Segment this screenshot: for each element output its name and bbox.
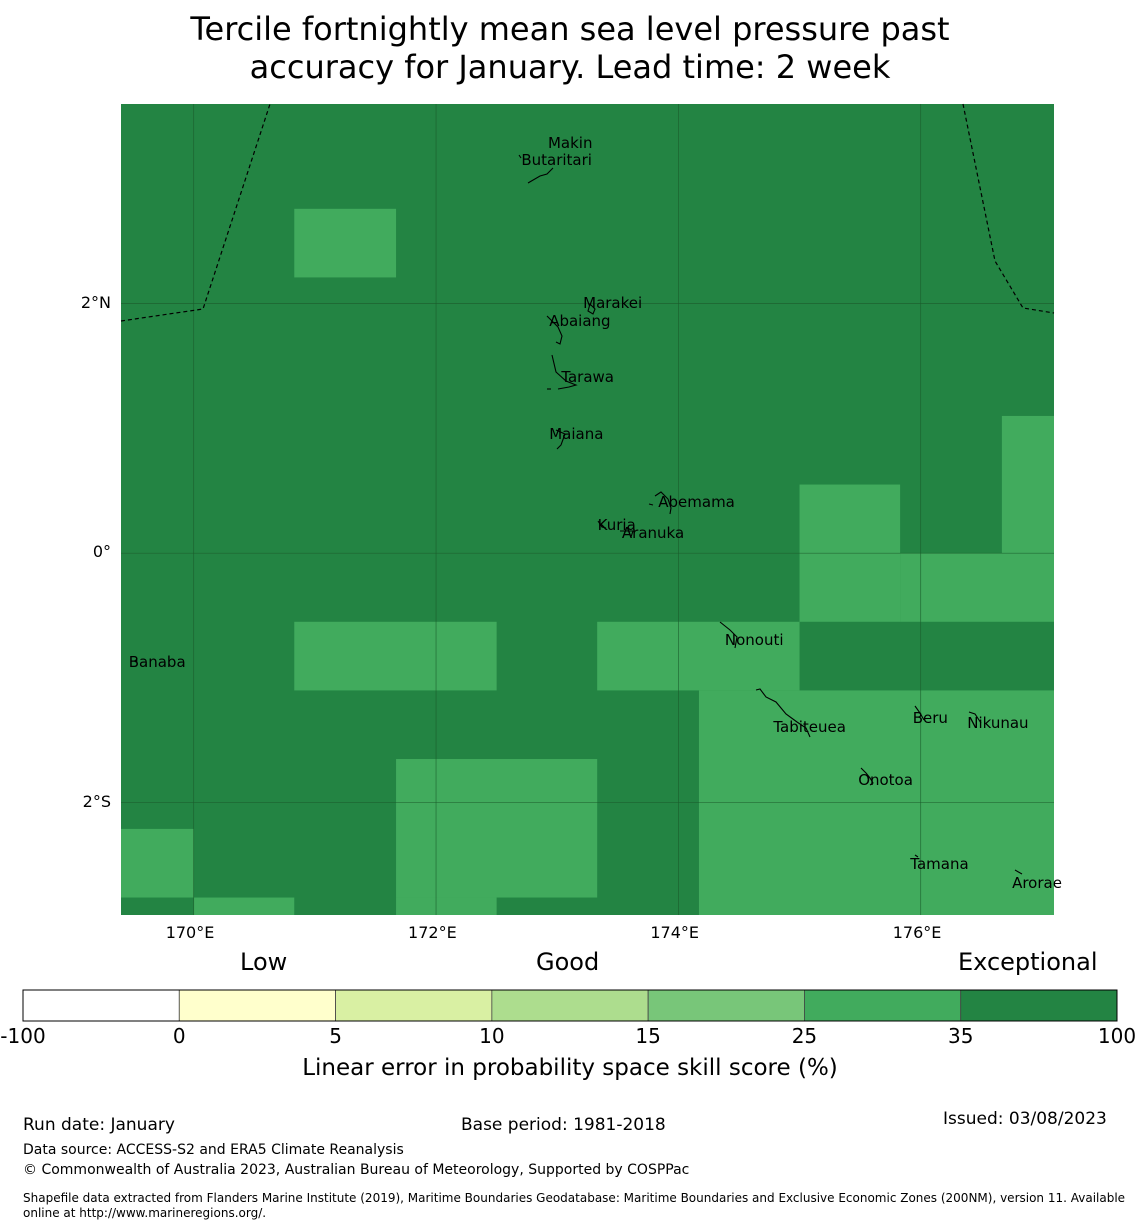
chart-title: Tercile fortnightly mean sea level press… [0, 10, 1140, 86]
island-label-tarawa: Tarawa [561, 368, 615, 387]
island-label-kuria: Kuria [597, 515, 636, 534]
y-tick-label--2: 2°S [82, 791, 111, 811]
colorbar-segment-6 [960, 989, 1118, 1022]
island-label-makin: Makin [547, 133, 593, 152]
island-label-abemama: Abemama [658, 493, 735, 512]
island-outline-banaba [134, 659, 138, 663]
island-outline-3 [546, 315, 563, 345]
colorbar-segment-0 [22, 989, 180, 1022]
x-tick-label-174: 174°E [650, 923, 700, 942]
colorbar-segment-1 [178, 989, 336, 1022]
colorbar-segment-2 [335, 989, 493, 1022]
colorbar-tick-5: 25 [791, 1024, 818, 1048]
island-outline-1 [527, 167, 554, 184]
title-line-2: accuracy for January. Lead time: 2 week [249, 48, 891, 86]
island-outline-10 [620, 530, 634, 538]
island-label-marakei: Marakei [583, 293, 643, 312]
island-outline-15 [860, 767, 874, 786]
copyright: © Commonwealth of Australia 2023, Austra… [23, 1162, 690, 1178]
skill-cell-5 [597, 621, 800, 691]
island-label-tamana: Tamana [910, 855, 969, 874]
colorbar-frame [22, 989, 1118, 1022]
colorbar-word-exceptional: Exceptional [958, 948, 1098, 976]
colorbar-tick-4: 15 [635, 1024, 661, 1048]
island-label-butaritari: Butaritari [521, 151, 592, 170]
island-outline-11 [719, 621, 738, 649]
x-tick-label-170: 170°E [165, 923, 215, 942]
skill-cell-8 [396, 897, 497, 915]
island-outline-13 [914, 705, 925, 721]
title-line-1: Tercile fortnightly mean sea level press… [190, 10, 950, 48]
skill-cell-2 [1001, 415, 1054, 554]
island-outline-7 [654, 491, 672, 515]
island-outline-6 [555, 429, 566, 450]
data-source: Data source: ACCESS-S2 and ERA5 Climate … [23, 1142, 404, 1158]
island-outline-17 [1014, 869, 1023, 875]
colorbar-segment-3 [491, 989, 649, 1022]
island-outline-12 [755, 688, 811, 738]
eez-boundary-west [120, 103, 271, 322]
run-date: Run date: January [23, 1115, 175, 1135]
island-outline-0 [518, 154, 522, 159]
island-label-maiana: Maiana [549, 424, 604, 443]
island-label-beru: Beru [912, 709, 948, 728]
eez-boundary-east [962, 103, 1055, 314]
skill-cell-4 [294, 621, 497, 691]
colorbar-word-low: Low [240, 948, 288, 976]
island-outline-2 [587, 302, 596, 315]
island-label-abaiang: Abaiang [549, 312, 611, 331]
colorbar-tick-2: 5 [329, 1024, 342, 1048]
y-tick-label-0: 0° [92, 542, 111, 562]
y-tick-label-2: 2°N [80, 292, 111, 312]
issued-date: Issued: 03/08/2023 [943, 1109, 1107, 1129]
shapefile-credit: Shapefile data extracted from Flanders M… [23, 1191, 1126, 1220]
island-outline-14 [968, 711, 982, 724]
island-label-nonouti: Nonouti [724, 630, 784, 649]
skill-cell-9 [121, 828, 194, 898]
skill-cell-3 [900, 553, 1054, 622]
colorbar-tick-0: -100 [0, 1024, 46, 1048]
island-label-aranuka: Aranuka [621, 524, 685, 543]
island-outline-8 [648, 503, 654, 506]
island-label-banaba: Banaba [128, 652, 186, 671]
skill-cell-7 [396, 759, 598, 898]
colorbar-tick-6: 35 [947, 1024, 974, 1048]
island-outline-9 [597, 520, 607, 529]
colorbar-tick-3: 10 [479, 1024, 505, 1048]
colorbar-word-good: Good [536, 948, 600, 976]
base-period: Base period: 1981-2018 [461, 1115, 666, 1135]
colorbar-segment-4 [647, 989, 805, 1022]
skill-cell-10 [193, 897, 295, 915]
colorbar-tick-1: 0 [172, 1024, 186, 1048]
island-label-tabiteuea: Tabiteuea [773, 717, 846, 736]
x-tick-label-172: 172°E [408, 923, 457, 942]
island-outline-16 [914, 854, 919, 858]
colorbar-label: Linear error in probability space skill … [302, 1055, 838, 1081]
island-label-onotoa: Onotoa [858, 771, 913, 790]
x-tick-label-176: 176°E [892, 923, 942, 942]
island-label-arorae: Arorae [1012, 873, 1062, 892]
colorbar-tick-7: 100 [1097, 1024, 1137, 1048]
island-label-nikunau: Nikunau [967, 714, 1029, 733]
skill-cell-0 [294, 208, 397, 278]
colorbar-segment-5 [804, 989, 962, 1022]
island-outline-4 [551, 354, 578, 390]
